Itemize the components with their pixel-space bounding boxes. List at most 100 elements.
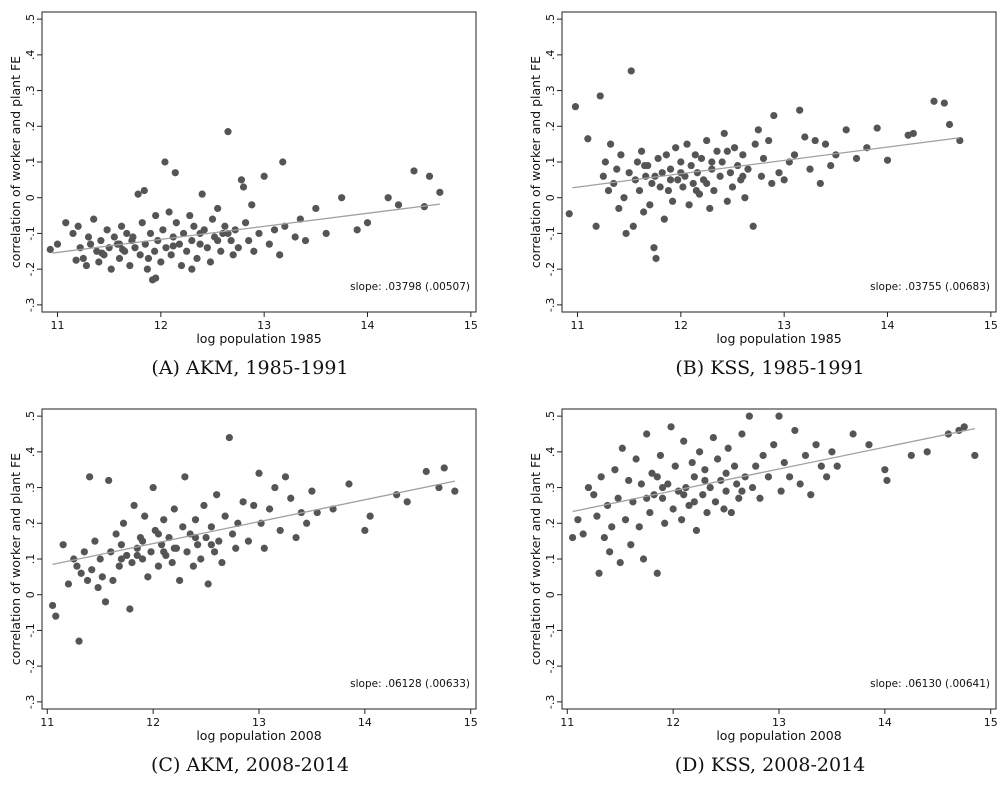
data-point xyxy=(703,179,711,188)
data-point xyxy=(218,558,226,567)
data-point xyxy=(801,133,809,141)
fit-line xyxy=(52,203,440,254)
data-point xyxy=(291,233,299,241)
data-point xyxy=(597,473,605,481)
data-point xyxy=(115,562,123,570)
data-point xyxy=(183,247,191,255)
data-point xyxy=(73,562,81,570)
data-point xyxy=(723,147,731,155)
data-point xyxy=(716,172,724,180)
data-point xyxy=(410,167,418,175)
data-point xyxy=(923,448,931,456)
data-point xyxy=(110,233,118,241)
data-point xyxy=(112,530,120,538)
data-point xyxy=(651,172,659,180)
y-tick-label: .5 xyxy=(544,411,557,422)
data-point xyxy=(618,444,626,452)
data-point xyxy=(722,469,730,477)
data-point xyxy=(225,433,233,442)
data-point xyxy=(759,451,767,460)
data-point xyxy=(181,473,189,481)
data-point xyxy=(606,140,615,148)
slope-annotation: slope: .06128 (.00633) xyxy=(350,678,470,690)
data-point xyxy=(940,99,948,107)
data-point xyxy=(197,555,205,563)
data-point xyxy=(744,165,752,173)
data-point xyxy=(596,92,604,100)
data-point xyxy=(154,562,163,570)
data-point xyxy=(260,544,268,552)
data-point xyxy=(207,541,215,549)
data-point xyxy=(960,423,968,431)
data-point xyxy=(625,476,633,485)
data-point xyxy=(208,215,217,223)
y-axis-label: correlation of worker and plant FE xyxy=(528,56,543,268)
data-point xyxy=(584,483,593,492)
scatter-chart-b: -.3 -.2 -.1 0 .1 .2 .3 .4 .5 11 12 13 14 15 log popula… xyxy=(528,11,998,346)
data-point xyxy=(248,201,256,209)
data-point xyxy=(255,229,263,238)
data-point xyxy=(255,469,263,477)
y-tick-label: -.1 xyxy=(24,623,37,637)
data-point xyxy=(117,555,125,563)
data-point xyxy=(632,455,640,463)
y-tick-label: .5 xyxy=(24,411,37,422)
data-point xyxy=(90,215,98,223)
y-tick-label: .3 xyxy=(24,482,37,493)
data-point xyxy=(281,473,290,481)
x-tick-label: 15 xyxy=(984,319,998,332)
data-point xyxy=(738,430,746,438)
data-point xyxy=(165,208,173,216)
data-point xyxy=(690,473,698,481)
data-point xyxy=(775,412,783,420)
data-point xyxy=(754,126,762,134)
data-point xyxy=(730,462,739,470)
y-tick-label: .1 xyxy=(544,157,557,168)
data-point xyxy=(785,473,794,481)
data-point xyxy=(650,244,658,252)
data-point xyxy=(625,169,633,177)
data-point xyxy=(627,541,635,549)
data-point xyxy=(685,201,693,209)
data-point xyxy=(757,172,766,180)
data-point xyxy=(701,466,709,474)
data-point xyxy=(703,136,711,145)
y-tick-label: -.2 xyxy=(24,262,37,276)
panel-c: -.3 -.2 -.1 0 .1 .2 .3 .4 .5 11 12 13 14 15 log popula… xyxy=(0,397,500,790)
data-point xyxy=(672,144,680,152)
data-point xyxy=(689,179,697,188)
data-point xyxy=(151,247,159,255)
panel-a: -.3 -.2 -.1 0 .1 .2 .3 .4 .5 11 12 13 14 15 log popula… xyxy=(0,0,500,393)
data-point xyxy=(714,455,722,463)
data-point xyxy=(69,229,77,238)
data-point xyxy=(169,242,177,250)
data-point xyxy=(907,451,915,460)
caption-c: (C) AKM, 2008-2014 xyxy=(151,754,349,776)
data-point xyxy=(821,140,830,148)
y-tick-label: .1 xyxy=(24,157,37,168)
panel-d: -.3 -.2 -.1 0 .1 .2 .3 .4 .5 11 12 13 14 15 log popula… xyxy=(520,397,1000,790)
data-point xyxy=(865,441,873,449)
data-point xyxy=(353,226,361,234)
data-point xyxy=(202,533,210,542)
fit-line xyxy=(572,137,960,189)
data-point xyxy=(752,462,760,470)
data-point xyxy=(590,491,598,499)
y-tick-label: .2 xyxy=(544,121,557,131)
data-point xyxy=(796,480,804,488)
y-tick-label: -.3 xyxy=(544,695,557,709)
data-point xyxy=(595,569,603,577)
data-point xyxy=(190,222,198,230)
data-point xyxy=(669,505,677,513)
data-point xyxy=(123,229,131,238)
data-point xyxy=(720,505,728,513)
data-point xyxy=(648,179,656,188)
data-point xyxy=(265,240,273,248)
data-point xyxy=(780,458,788,467)
data-point xyxy=(308,487,316,495)
data-point xyxy=(179,229,188,238)
data-point xyxy=(167,251,175,259)
data-point xyxy=(276,251,284,259)
caption-a: (A) AKM, 1985-1991 xyxy=(151,357,349,379)
data-point xyxy=(613,165,621,173)
